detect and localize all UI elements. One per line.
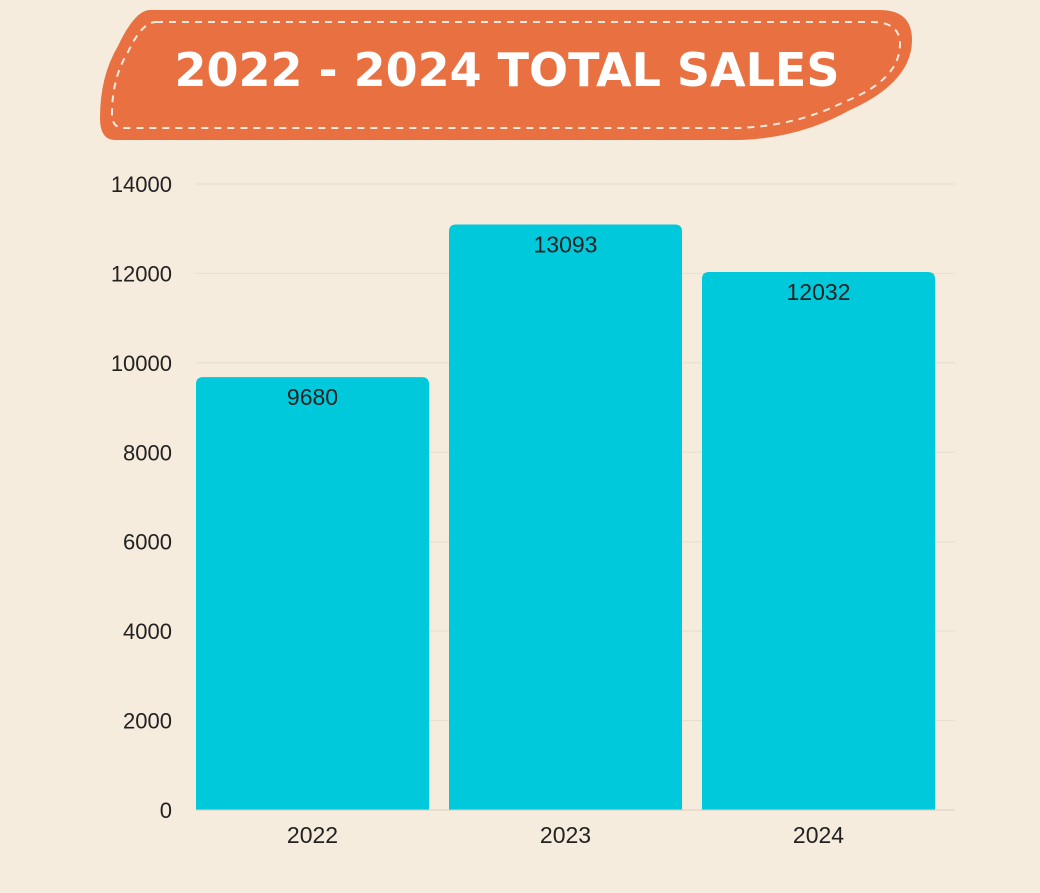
y-tick-label: 0 [160,798,172,823]
y-tick-label: 4000 [123,619,172,644]
x-tick-label: 2024 [793,822,844,848]
data-label: 13093 [534,232,598,258]
y-tick-label: 14000 [111,172,172,197]
title-banner-stitch [110,21,902,129]
x-tick-label: 2022 [287,822,338,848]
data-label: 12032 [787,279,851,305]
bar-2023 [449,224,682,811]
bar-2024 [702,271,935,811]
y-tick-label: 6000 [123,530,172,555]
bar-2022 [196,377,429,810]
title-banner-shape [100,10,912,140]
y-tick-label: 8000 [123,440,172,465]
x-axis-ticks: 2022 2023 2024 [287,822,844,848]
x-tick-label: 2023 [540,822,591,848]
y-tick-label: 12000 [111,261,172,286]
y-axis-ticks: 0 2000 4000 6000 8000 10000 12000 14000 [111,172,172,823]
chart-title: 2022 - 2024 TOTAL SALES [174,43,839,97]
data-label: 9680 [287,384,338,410]
y-tick-label: 10000 [111,351,172,376]
y-tick-label: 2000 [123,709,172,734]
title-banner: 2022 - 2024 TOTAL SALES [100,10,912,140]
bars: 9680 13093 12032 [196,224,935,811]
